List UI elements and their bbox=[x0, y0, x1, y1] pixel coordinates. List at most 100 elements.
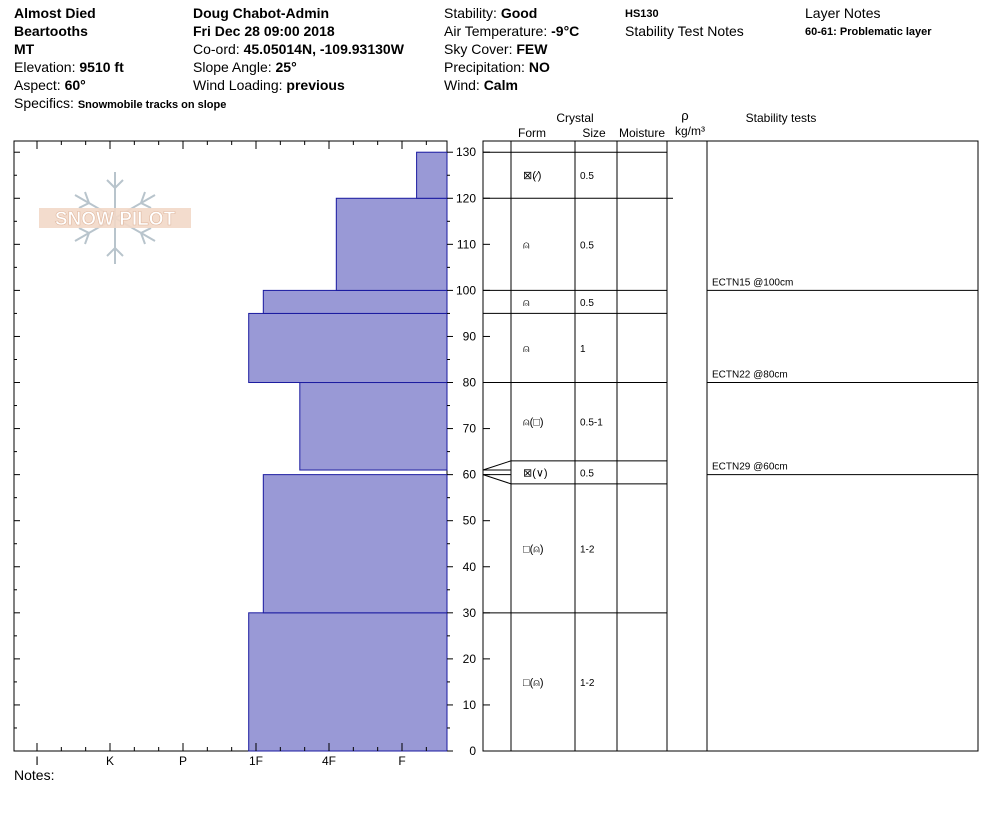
hardness-bar bbox=[262, 289, 448, 314]
hardness-tick-label: P bbox=[179, 754, 187, 768]
logo-text: SNOW PILOT bbox=[55, 209, 176, 230]
stability-tests-header: Stability tests bbox=[746, 111, 817, 125]
stability-value: Good bbox=[500, 5, 538, 21]
hardness-tick-label: F bbox=[398, 754, 405, 768]
crystal-size: 0.5 bbox=[580, 240, 594, 251]
crystal-size: 0.5 bbox=[580, 298, 594, 309]
density-unit: kg/m³ bbox=[675, 124, 705, 138]
crystal-form: ⊠(⁄) bbox=[523, 170, 541, 182]
form-header: Form bbox=[518, 126, 546, 140]
stability-test-label: ECTN15 @100cm bbox=[712, 277, 793, 288]
depth-tick-label: 60 bbox=[463, 468, 477, 482]
slope-angle: Slope Angle: 25° bbox=[193, 58, 297, 76]
crystal-form: ⍝ bbox=[523, 239, 530, 251]
wind-loading: Wind Loading: previous bbox=[193, 76, 345, 94]
precip-value: NO bbox=[528, 59, 550, 75]
crystal-size: 0.5-1 bbox=[580, 418, 603, 429]
crystal-header: Crystal bbox=[556, 111, 593, 125]
size-header: Size bbox=[582, 126, 606, 140]
wind-loading-value: previous bbox=[286, 77, 345, 93]
aspect: Aspect: 60° bbox=[14, 76, 86, 94]
depth-tick-label: 10 bbox=[463, 698, 477, 712]
slope-label: Slope Angle: bbox=[193, 59, 272, 75]
crystal-size: 1-2 bbox=[580, 544, 595, 555]
precip-label: Precipitation: bbox=[444, 59, 525, 75]
crystal-size: 0.5 bbox=[580, 171, 594, 182]
air-temp-value: -9°C bbox=[551, 23, 580, 39]
hardness-tick-label: K bbox=[106, 754, 114, 768]
depth-tick-label: 120 bbox=[456, 191, 476, 205]
moisture-header: Moisture bbox=[619, 126, 665, 140]
layer-note: 60-61: Problematic layer bbox=[805, 26, 932, 38]
crystal-form: ⍝ bbox=[523, 343, 530, 355]
hardness-tick-label: 4F bbox=[322, 754, 336, 768]
hardness-bar bbox=[248, 312, 448, 384]
depth-tick-label: 90 bbox=[463, 329, 477, 343]
logo-band bbox=[39, 208, 191, 228]
layer-notes-title: Layer Notes bbox=[805, 5, 881, 21]
depth-tick-label: 40 bbox=[463, 560, 477, 574]
depth-tick-label: 80 bbox=[463, 376, 477, 390]
precipitation: Precipitation: NO bbox=[444, 58, 550, 76]
sky-label: Sky Cover: bbox=[444, 41, 513, 57]
air-temperature: Air Temperature: -9°C bbox=[444, 22, 579, 40]
crystal-size: 0.5 bbox=[580, 468, 594, 479]
coordinates: Co-ord: 45.05014N, -109.93130W bbox=[193, 40, 404, 58]
hardness-tick-label: 1F bbox=[249, 754, 263, 768]
stability-notes-title: Stability Test Notes bbox=[625, 23, 744, 39]
slope-value: 25° bbox=[275, 59, 297, 75]
hardness-bar bbox=[248, 612, 448, 752]
crystal-size: 1-2 bbox=[580, 678, 595, 689]
datetime: Fri Dec 28 09:00 2018 bbox=[193, 23, 335, 39]
aspect-value: 60° bbox=[64, 77, 86, 93]
coord-label: Co-ord: bbox=[193, 41, 240, 57]
depth-tick-label: 100 bbox=[456, 283, 476, 297]
depth-tick-label: 30 bbox=[463, 606, 477, 620]
depth-tick-label: 20 bbox=[463, 652, 477, 666]
depth-tick-label: 0 bbox=[469, 744, 476, 758]
crystal-form: ⊠(∨) bbox=[523, 467, 548, 479]
weak-layer-connector bbox=[482, 460, 512, 471]
crystal-form: ⍝ bbox=[523, 297, 530, 309]
specifics: Specifics: Snowmobile tracks on slope bbox=[14, 94, 226, 114]
stability-test-label: ECTN22 @80cm bbox=[712, 370, 788, 381]
hardness-bar bbox=[335, 197, 448, 291]
wind-value: Calm bbox=[483, 77, 518, 93]
hardness-bar bbox=[299, 382, 448, 471]
crystal-size: 1 bbox=[580, 344, 586, 355]
aspect-label: Aspect: bbox=[14, 77, 61, 93]
crystal-form: □(⍝) bbox=[523, 543, 544, 555]
observer: Doug Chabot-Admin bbox=[193, 5, 330, 21]
density-symbol: ρ bbox=[681, 108, 688, 123]
elevation-label: Elevation: bbox=[14, 59, 76, 75]
depth-tick-label: 50 bbox=[463, 514, 477, 528]
crystal-table-frame bbox=[482, 140, 979, 752]
wind: Wind: Calm bbox=[444, 76, 518, 94]
hardness-tick-label: I bbox=[35, 754, 38, 768]
depth-tick-label: 70 bbox=[463, 422, 477, 436]
sky-value: FEW bbox=[516, 41, 548, 57]
hardness-bar bbox=[416, 151, 448, 199]
crystal-form: □(⍝) bbox=[523, 677, 544, 689]
stability: Stability: Good bbox=[444, 4, 537, 22]
specifics-value: Snowmobile tracks on slope bbox=[77, 99, 227, 111]
notes-label: Notes: bbox=[14, 767, 55, 783]
stability-label: Stability: bbox=[444, 5, 497, 21]
crystal-form: ⍝(□) bbox=[523, 417, 544, 429]
location-name: Almost Died bbox=[14, 5, 96, 21]
coord-value: 45.05014N, -109.93130W bbox=[243, 41, 404, 57]
weak-layer-connector bbox=[482, 474, 512, 485]
range-name: Beartooths bbox=[14, 23, 88, 39]
wind-loading-label: Wind Loading: bbox=[193, 77, 283, 93]
snowpilot-logo: SNOW PILOT bbox=[39, 172, 191, 264]
elevation-value: 9510 ft bbox=[79, 59, 124, 75]
state-name: MT bbox=[14, 41, 35, 57]
specifics-label: Specifics: bbox=[14, 95, 74, 111]
hardness-bar bbox=[262, 474, 448, 614]
elevation: Elevation: 9510 ft bbox=[14, 58, 124, 76]
depth-tick-label: 130 bbox=[456, 145, 476, 159]
snow-height: HS130 bbox=[625, 8, 659, 20]
depth-tick-label: 110 bbox=[457, 237, 476, 251]
wind-label: Wind: bbox=[444, 77, 480, 93]
